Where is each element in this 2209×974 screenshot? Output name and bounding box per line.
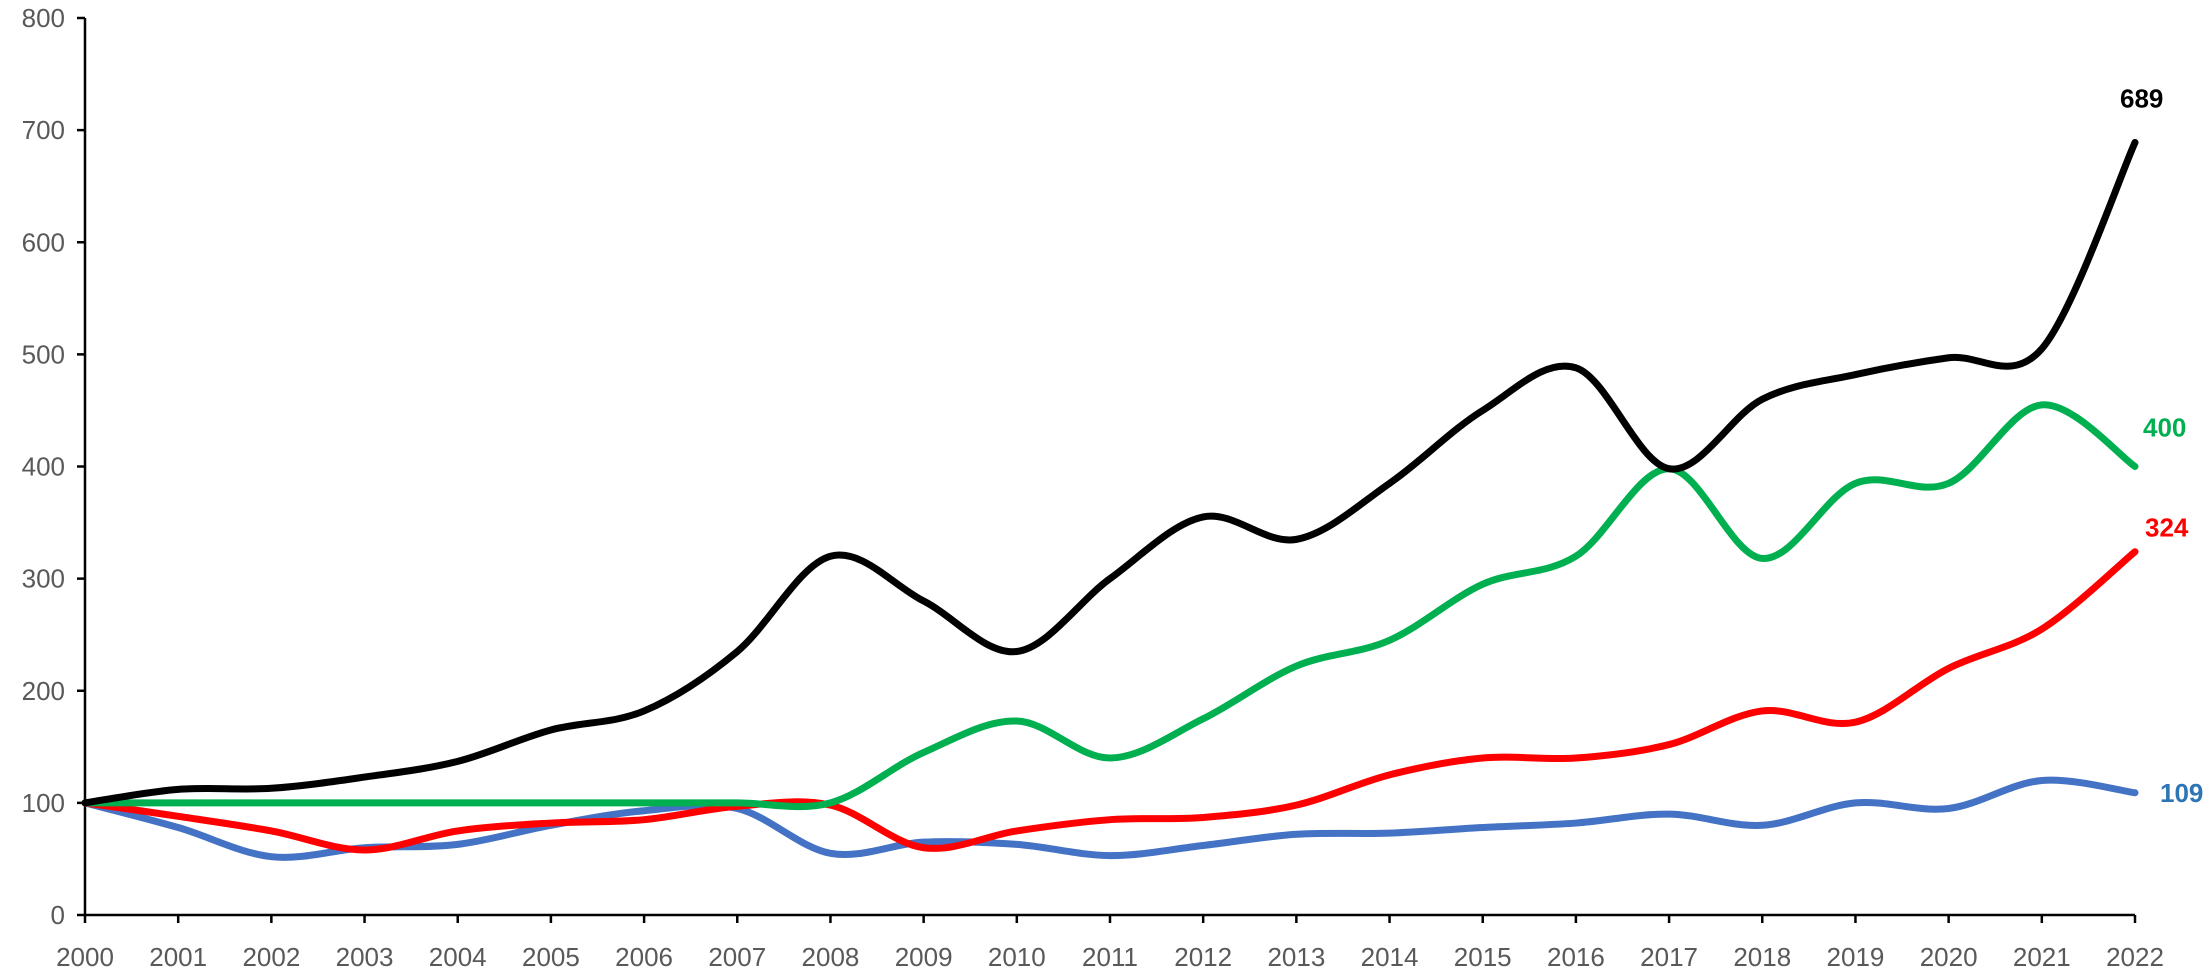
- x-tick-label: 2002: [242, 942, 300, 972]
- y-tick-label: 0: [51, 900, 65, 930]
- y-tick-label: 600: [22, 227, 65, 257]
- end-value-label-2: 324: [2145, 513, 2189, 543]
- axes: 0 100 200 300 400 500 600 700 800 2000 2001 2002 200…: [22, 3, 2164, 972]
- x-tick-label: 2001: [149, 942, 207, 972]
- x-tick-label: 2007: [708, 942, 766, 972]
- x-tick-label: 2022: [2106, 942, 2164, 972]
- x-tick-label: 2017: [1640, 942, 1698, 972]
- end-value-label-0: 689: [2120, 83, 2163, 113]
- y-tick-label: 300: [22, 564, 65, 594]
- series-line-2: [81, 548, 2139, 854]
- end-value-label-3: 109: [2160, 778, 2203, 808]
- series-line-1: [81, 401, 2139, 811]
- x-tick-label: 2012: [1174, 942, 1232, 972]
- x-tick-label: 2011: [1082, 942, 1138, 972]
- x-tick-label: 2016: [1547, 942, 1605, 972]
- end-value-label-1: 400: [2143, 413, 2186, 443]
- x-tick-label: 2018: [1733, 942, 1791, 972]
- x-tick-label: 2021: [2013, 942, 2071, 972]
- x-tick-label: 2000: [56, 942, 114, 972]
- x-tick-label: 2009: [895, 942, 953, 972]
- y-tick-label: 400: [22, 452, 65, 482]
- x-tick-label: 2010: [988, 942, 1046, 972]
- x-tick-label: 2008: [802, 942, 860, 972]
- x-tick-label: 2003: [336, 942, 394, 972]
- y-tick-label: 800: [22, 3, 65, 33]
- y-tick-label: 200: [22, 676, 65, 706]
- x-tick-label: 2013: [1267, 942, 1325, 972]
- y-tick-label: 700: [22, 115, 65, 145]
- x-tick-label: 2005: [522, 942, 580, 972]
- x-tick-label: 2004: [429, 942, 487, 972]
- x-tick-label: 2015: [1454, 942, 1512, 972]
- y-tick-label: 500: [22, 339, 65, 369]
- x-tick-label: 2014: [1361, 942, 1419, 972]
- x-tick-label: 2019: [1827, 942, 1885, 972]
- series-line-3: [81, 776, 2139, 861]
- labels-layer: 689 400 324 109: [2120, 83, 2203, 807]
- series-layer: [81, 138, 2139, 861]
- x-tick-label: 2020: [1920, 942, 1978, 972]
- x-tick-label: 2006: [615, 942, 673, 972]
- y-tick-label: 100: [22, 788, 65, 818]
- series-line-0: [81, 138, 2139, 807]
